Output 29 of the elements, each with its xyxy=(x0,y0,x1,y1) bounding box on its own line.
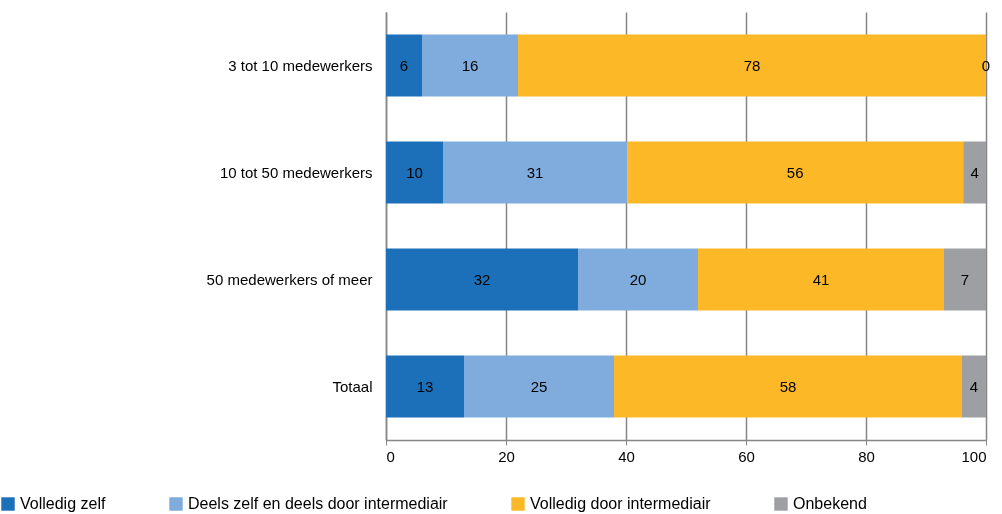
data-label: 32 xyxy=(473,270,491,288)
legend-label: Deels zelf en deels door intermediair xyxy=(188,495,449,512)
x-tick-label: 0 xyxy=(386,447,395,465)
x-tick-label: 40 xyxy=(618,447,635,465)
legend-label: Volledig door intermediair xyxy=(530,495,712,512)
data-label: 20 xyxy=(629,270,647,288)
data-label: 16 xyxy=(461,56,479,74)
x-tick-label: 20 xyxy=(498,447,515,465)
data-label: 31 xyxy=(526,163,544,181)
data-label: 7 xyxy=(960,270,970,288)
data-label: 4 xyxy=(970,163,979,181)
y-tick-label: 10 tot 50 medewerkers xyxy=(219,163,373,181)
y-tick-label: 3 tot 10 medewerkers xyxy=(228,56,373,74)
data-label: 25 xyxy=(530,377,548,395)
y-tick-label: Totaal xyxy=(332,377,373,395)
data-label: 4 xyxy=(969,377,979,395)
data-label: 10 xyxy=(406,163,423,181)
data-label: 41 xyxy=(812,270,830,288)
legend-label: Volledig zelf xyxy=(20,495,106,512)
x-tick-label: 80 xyxy=(858,447,875,465)
y-tick-label: 50 medewerkers of meer xyxy=(206,270,373,288)
data-label: 13 xyxy=(416,377,434,395)
data-label: 58 xyxy=(779,377,797,395)
legend-label: Onbekend xyxy=(793,495,867,512)
data-label: 6 xyxy=(399,56,409,74)
x-tick-label: 60 xyxy=(738,447,755,465)
data-label: 56 xyxy=(786,163,804,181)
x-tick-label: 100 xyxy=(961,447,987,465)
data-label: 78 xyxy=(743,56,761,74)
